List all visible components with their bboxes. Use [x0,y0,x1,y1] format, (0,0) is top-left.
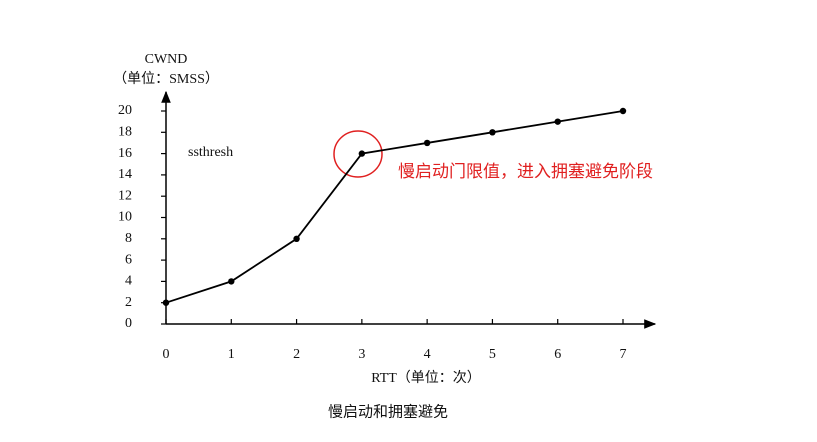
point [293,235,300,242]
y-tick-label: 18 [118,125,132,140]
x-tick-label: 5 [489,347,496,362]
x-tick-label: 7 [620,347,627,362]
y-tick-label: 14 [118,167,132,182]
x-tick-label: 4 [424,347,431,362]
annotation: 慢启动门限值，进入拥塞避免阶段 [398,161,653,182]
point [619,107,627,115]
x-axis-label: RTT（单位：次） [371,370,481,386]
point [554,118,561,125]
x-tick-label: 2 [293,347,300,362]
y-tick-label: 2 [125,295,132,310]
x-tick-label: 3 [358,347,365,362]
y-tick-label: 20 [118,103,132,118]
x-tick-label: 6 [554,347,561,362]
point [358,150,366,157]
y-tick-label: 10 [118,210,132,225]
y-tick-label: 16 [118,146,132,161]
x-tick-label: 0 [163,347,170,362]
y-tick-label: 6 [125,252,132,267]
caption: 慢启动和拥塞避免 [328,402,448,420]
y-tick-label: 12 [118,188,132,203]
ssthresh-label: ssthresh [188,145,233,160]
y-axis-unit: （单位：SMSS） [113,71,219,87]
highlight-circle [333,130,383,178]
point [489,129,496,136]
point [228,278,235,285]
point [162,299,170,306]
y-axis-label: CWND [145,52,188,67]
line [165,110,624,304]
y-tick-label: 8 [125,231,132,246]
y-tick-label: 4 [125,274,132,289]
point [423,139,431,147]
x-tick-label: 1 [228,347,235,362]
y-tick-label: 0 [125,316,132,331]
